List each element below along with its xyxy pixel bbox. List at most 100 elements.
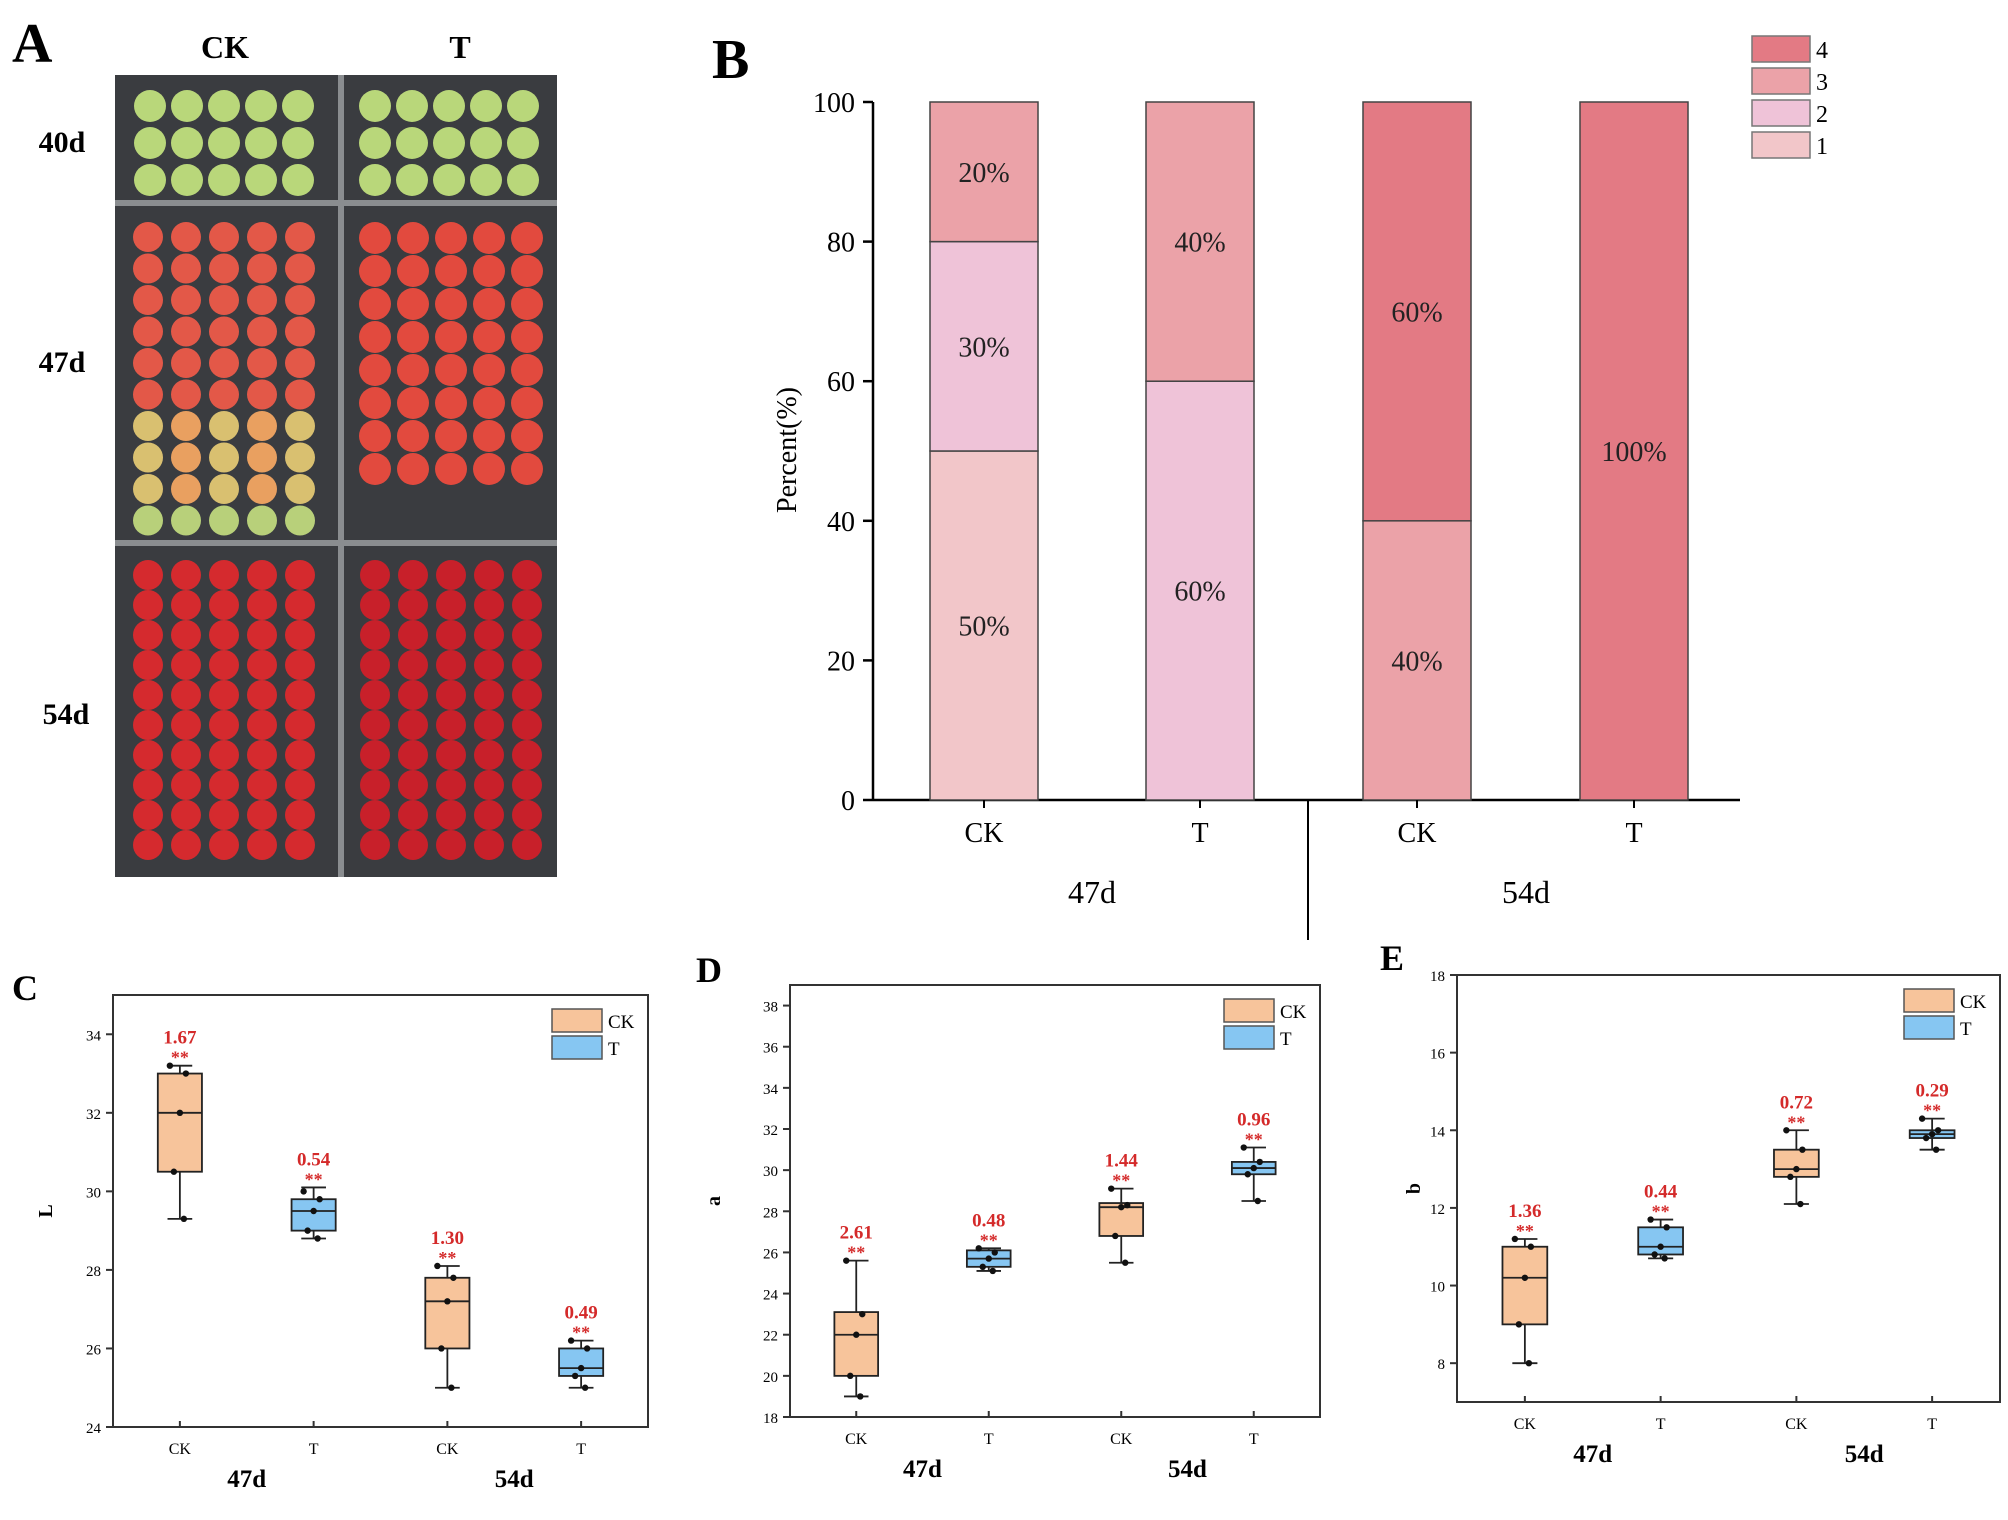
apple-shape	[209, 411, 239, 441]
data-point	[1250, 1164, 1257, 1172]
apple-shape	[171, 348, 201, 378]
apple-shape	[398, 770, 428, 800]
data-point	[985, 1255, 992, 1262]
y-tick-label: 100	[813, 88, 855, 119]
apple-shape	[285, 222, 315, 252]
bar-segment	[1145, 101, 1255, 382]
data-point	[989, 1267, 996, 1275]
group-label: 54d	[1502, 874, 1550, 910]
plot-frame	[112, 994, 649, 1428]
data-point	[1124, 1201, 1131, 1209]
apple-shape	[360, 560, 390, 590]
apple-shape	[474, 560, 504, 590]
apple-shape	[285, 620, 315, 650]
apple-shape	[360, 680, 390, 710]
apple-shape	[247, 740, 277, 770]
bar-segment	[929, 240, 1039, 452]
apple-shape	[133, 285, 163, 315]
bar-segment	[929, 101, 1039, 243]
box	[156, 1072, 203, 1173]
apple-shape	[133, 474, 163, 504]
apple-shape	[512, 590, 542, 620]
data-point	[1783, 1127, 1790, 1134]
y-tick-label: 14	[1430, 1124, 1446, 1140]
data-point	[304, 1227, 311, 1234]
sd-label: 1.67	[163, 1028, 197, 1049]
stacked-bar-chart: 0 20 40 60 80 100 Percent(%) 50% 30% 20% CK 60% 40% T…	[772, 35, 1828, 940]
apple-shape	[360, 650, 390, 680]
y-tick-label: 18	[763, 1411, 778, 1427]
apple-shape	[285, 710, 315, 740]
sd-label: 0.54	[297, 1149, 331, 1170]
apple-shape	[511, 255, 543, 287]
box	[1098, 1202, 1145, 1237]
sd-label: 2.61	[840, 1223, 873, 1244]
apple-shape	[473, 453, 505, 485]
apple-shape	[133, 222, 163, 252]
legend-label: CK	[1280, 1002, 1307, 1023]
apple-shape	[208, 127, 240, 159]
apple-shape	[512, 560, 542, 590]
data-point	[1932, 1146, 1940, 1153]
apple-shape	[171, 505, 201, 536]
group-label: 47d	[227, 1466, 266, 1493]
apple-shape	[397, 321, 429, 353]
apple-shape	[171, 830, 201, 860]
bar-data-label: 60%	[1391, 297, 1442, 328]
apple-shape	[511, 453, 543, 485]
apple-shape	[171, 740, 201, 770]
apple-shape	[285, 505, 315, 536]
apple-shape	[171, 800, 201, 830]
box	[290, 1198, 337, 1232]
apple-photo-panel: CK T 40d 47d 54d	[39, 29, 557, 877]
apple-shape	[133, 830, 163, 860]
apple-shape	[397, 453, 429, 485]
x-tick-label: CK	[845, 1431, 868, 1448]
apple-shape	[133, 442, 163, 473]
apple-shape	[171, 770, 201, 800]
apple-shape	[512, 770, 542, 800]
apple-shape	[285, 770, 315, 800]
apple-shape	[247, 253, 277, 284]
apple-shape	[360, 800, 390, 830]
sd-label: 1.30	[431, 1228, 464, 1249]
apple-shape	[247, 379, 277, 410]
apple-shape	[133, 560, 163, 590]
x-tick-label: CK	[965, 818, 1004, 849]
group-label: 54d	[1168, 1456, 1207, 1483]
apple-shape	[397, 387, 429, 419]
x-tick-label: T	[1249, 1431, 1259, 1448]
data-point	[1244, 1171, 1251, 1178]
apple-shape	[359, 321, 391, 353]
significance-label: **	[171, 1048, 189, 1068]
data-point	[567, 1337, 575, 1344]
apple-shape	[512, 680, 542, 710]
data-point	[847, 1372, 854, 1380]
apple-shape	[171, 127, 203, 159]
apple-shape	[133, 770, 163, 800]
apple-shape	[474, 770, 504, 800]
apple-shape	[133, 800, 163, 830]
x-tick-label: CK	[1398, 818, 1437, 849]
apple-shape	[433, 90, 465, 122]
apple-shape	[285, 650, 315, 680]
apple-shape	[433, 127, 465, 159]
legend-swatch	[1751, 67, 1811, 95]
bar-segment	[1362, 101, 1472, 522]
bar-segment	[929, 450, 1039, 801]
apple-shape	[247, 620, 277, 650]
y-tick-label: 0	[841, 786, 855, 817]
apple-shape	[359, 453, 391, 485]
apple-shape	[282, 164, 314, 196]
apple-shape	[209, 474, 239, 504]
bar-data-label: 40%	[1174, 228, 1225, 259]
legend-label: T	[1960, 1019, 1972, 1040]
apple-shape	[512, 620, 542, 650]
apple-shape	[435, 255, 467, 287]
legend-swatch	[1223, 998, 1275, 1023]
plot-frame	[789, 984, 1321, 1418]
y-axis-title: Percent(%)	[772, 387, 803, 513]
apple-shape	[247, 222, 277, 252]
apple-shape	[285, 379, 315, 410]
apple-shape	[473, 321, 505, 353]
